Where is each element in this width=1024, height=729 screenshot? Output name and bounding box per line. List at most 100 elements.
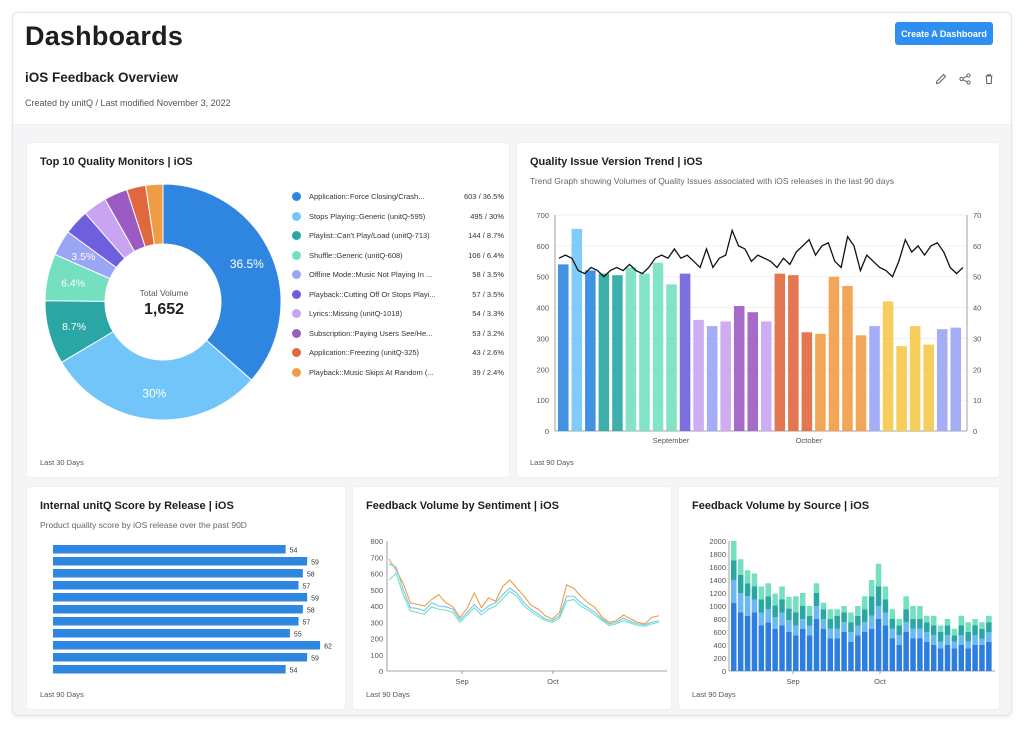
tick-label: 500 (536, 273, 549, 282)
slice-label: 8.7% (62, 321, 86, 333)
source-stacked-chart: 0 200 400 600 800 1000 1200 1400 1600 1800 2000 Sep… (709, 537, 995, 686)
stack-segment (855, 635, 861, 671)
stack-segment (793, 596, 799, 613)
bar (53, 605, 303, 614)
stack-segment (875, 563, 882, 587)
legend-label: Playback::Music Skips At Random (... (309, 367, 434, 377)
stack-segment (820, 609, 827, 619)
tick-label: 600 (370, 570, 383, 579)
dashboard-header: Dashboards Create A Dashboard iOS Feedba… (13, 13, 1011, 125)
legend-item[interactable]: Playback::Music Skips At Random (... 39 /… (292, 363, 504, 383)
stack-segment (855, 625, 861, 636)
series-line (388, 558, 660, 625)
stack-segment (868, 596, 875, 616)
tick-label: 0 (545, 427, 549, 436)
card-footer: Last 90 Days (530, 458, 574, 467)
stack-segment (986, 632, 992, 642)
stack-segment (958, 615, 965, 626)
stack-segment (834, 615, 840, 629)
legend-item[interactable]: Playback::Cutting Off Or Stops Playi... 5… (292, 285, 504, 305)
legend-label: Application::Freezing (unitQ-325) (309, 348, 420, 358)
legend-swatch (292, 250, 301, 260)
stack-segment (813, 593, 820, 606)
legend-swatch (292, 348, 301, 358)
stack-segment (772, 628, 778, 671)
legend-item[interactable]: Lyrics::Missing (unitQ-1018) 54 / 3.3% (292, 304, 504, 324)
tick-label: 200 (536, 365, 549, 374)
stack-segment (868, 580, 875, 597)
bar (923, 344, 934, 431)
stack-segment (972, 635, 978, 645)
legend-label: Lyrics::Missing (unitQ-1018) (309, 309, 403, 319)
legend-value: 58 / 3.5% (472, 270, 504, 280)
legend-item[interactable]: Shuffle::Generic (unitQ-608) 106 / 6.4% (292, 246, 504, 266)
legend-swatch (292, 289, 301, 299)
create-dashboard-button[interactable]: Create A Dashboard (895, 22, 993, 45)
bar (571, 228, 583, 431)
tick-label: 800 (370, 537, 383, 546)
sentiment-card: Feedback Volume by Sentiment | iOS 0 100 2… (352, 486, 672, 710)
share-icon[interactable] (957, 71, 973, 87)
delete-icon[interactable] (981, 71, 997, 87)
stack-segment (944, 625, 951, 636)
tick-label: 500 (370, 586, 383, 595)
stack-segment (799, 606, 806, 619)
bar (666, 284, 677, 431)
card-title: Quality Issue Version Trend | iOS (530, 156, 703, 168)
legend-label: Subscription::Paying Users See/He... (309, 328, 433, 338)
legend-item[interactable]: Application::Force Closing/Crash... 603 /… (292, 187, 504, 207)
series-line (388, 563, 660, 626)
stack-segment (827, 638, 834, 671)
tick-label: 20 (973, 365, 981, 374)
slice-label: 30% (142, 387, 166, 401)
stack-segment (813, 583, 820, 593)
stack-segment (889, 638, 896, 671)
tick-label: 0 (379, 667, 383, 676)
stack-segment (889, 628, 896, 639)
legend-item[interactable]: Offline Mode::Music Not Playing In ... 58… (292, 265, 504, 285)
stack-segment (896, 635, 902, 645)
tick-label: 400 (370, 602, 383, 611)
bar (950, 327, 962, 431)
stack-segment (799, 593, 806, 606)
tick-label: 50 (973, 273, 981, 282)
tick-label: 0 (973, 427, 977, 436)
stack-segment (910, 619, 916, 629)
legend-value: 39 / 2.4% (472, 367, 504, 377)
stack-segment (834, 628, 840, 639)
legend-item[interactable]: Stops Playing::Generic (unitQ-595) 495 / … (292, 207, 504, 227)
stack-segment (979, 645, 985, 671)
tick-label: 70 (973, 211, 981, 220)
dashboard-frame: Dashboards Create A Dashboard iOS Feedba… (12, 12, 1012, 716)
bar (612, 275, 623, 431)
stack-segment (965, 648, 971, 671)
legend-item[interactable]: Application::Freezing (unitQ-325) 43 / 2.… (292, 343, 504, 363)
tick-label: 100 (370, 651, 383, 660)
legend-item[interactable]: Playlist::Can't Play/Load (unitQ-713) 144… (292, 226, 504, 246)
stack-segment (875, 606, 882, 619)
bar (625, 267, 637, 431)
data-label: 62 (324, 644, 332, 651)
stack-segment (744, 596, 751, 616)
stack-segment (820, 619, 827, 629)
legend-swatch (292, 367, 301, 377)
bar (53, 581, 299, 590)
stack-segment (786, 632, 792, 671)
edit-icon[interactable] (933, 71, 949, 87)
stack-segment (841, 622, 847, 632)
stack-segment (986, 615, 992, 623)
slice-label: 3.5% (71, 251, 95, 263)
card-subtitle: Trend Graph showing Volumes of Quality I… (530, 176, 894, 186)
bar (706, 326, 718, 431)
stack-segment (903, 596, 909, 610)
bar (801, 332, 813, 431)
legend-item[interactable]: Subscription::Paying Users See/He... 53 /… (292, 324, 504, 344)
series-line (388, 572, 660, 627)
stack-segment (979, 622, 985, 629)
tick-label: 30 (973, 334, 981, 343)
stack-segment (862, 622, 868, 632)
stack-segment (979, 638, 985, 645)
bar (720, 321, 731, 431)
stack-segment (930, 645, 937, 671)
